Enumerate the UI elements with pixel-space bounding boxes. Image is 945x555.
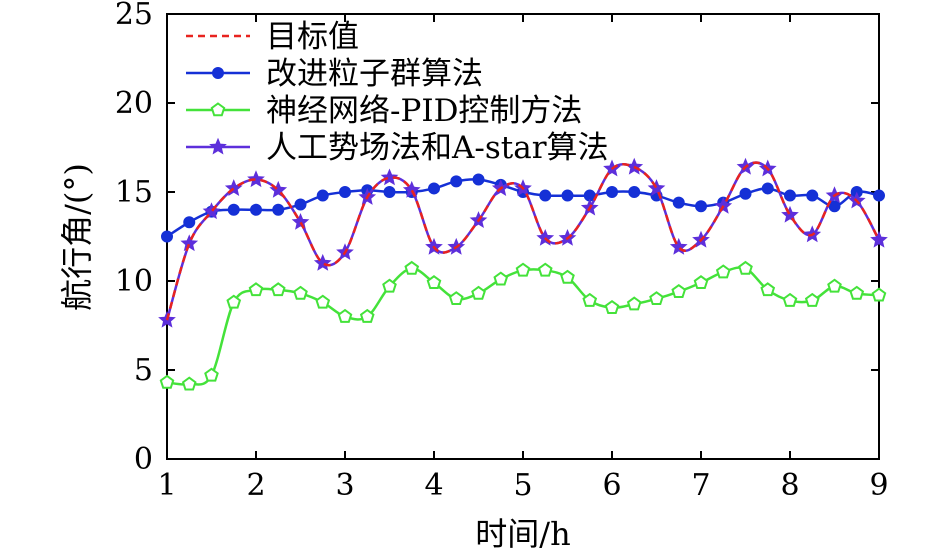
axis-ticks: 1 2 3 4 5 6 7 8 9 0 5 10 15 20 25 — [115, 0, 889, 503]
data-point — [471, 285, 486, 300]
data-point — [291, 212, 310, 230]
data-point — [760, 282, 776, 297]
data-point — [293, 285, 308, 300]
data-point — [693, 275, 709, 290]
data-point — [849, 285, 865, 300]
data-point — [761, 182, 774, 195]
data-point — [426, 275, 442, 290]
x-tick-label: 6 — [602, 468, 621, 503]
y-tick-label: 25 — [115, 0, 153, 32]
series-layer — [158, 157, 888, 391]
data-point — [402, 180, 421, 198]
y-tick-label: 20 — [115, 86, 153, 121]
legend-label: 目标值 — [266, 19, 359, 55]
y-tick-label: 5 — [134, 353, 153, 388]
x-tick-label: 9 — [869, 468, 888, 503]
x-tick-label: 8 — [780, 468, 799, 503]
data-point — [316, 189, 329, 202]
y-tick-label: 15 — [115, 175, 153, 210]
legend-label: 改进粒子群算法 — [266, 56, 483, 92]
data-point — [806, 189, 819, 202]
x-tick-label: 5 — [513, 468, 532, 503]
data-point — [560, 269, 575, 284]
data-point — [782, 292, 798, 307]
data-point — [472, 173, 485, 186]
series-0 — [165, 161, 881, 321]
data-point — [450, 175, 463, 188]
data-point — [180, 234, 199, 252]
series-2 — [159, 260, 887, 391]
x-tick-label: 3 — [335, 468, 354, 503]
data-point — [272, 203, 285, 216]
x-tick-label: 7 — [691, 468, 710, 503]
data-point — [715, 264, 731, 279]
data-point — [671, 283, 687, 298]
data-point — [582, 292, 598, 307]
y-tick-label: 0 — [134, 442, 153, 477]
data-point — [315, 294, 331, 309]
data-point — [404, 260, 420, 275]
data-point — [183, 216, 196, 229]
data-point — [247, 170, 265, 188]
data-point — [672, 196, 685, 209]
data-point — [294, 198, 307, 211]
data-point — [739, 187, 752, 200]
data-point — [604, 299, 620, 314]
legend-swatch-marker — [210, 102, 226, 117]
series-line — [166, 266, 880, 386]
data-point — [181, 376, 197, 391]
data-point — [539, 189, 552, 202]
data-point — [695, 200, 707, 213]
data-point — [226, 294, 242, 309]
series-3 — [158, 157, 888, 328]
data-point — [537, 262, 553, 277]
x-tick-label: 2 — [246, 468, 265, 503]
data-point — [380, 168, 399, 186]
data-point — [159, 374, 175, 389]
y-tick-label: 10 — [115, 264, 153, 299]
data-point — [649, 291, 664, 306]
legend-swatch-marker — [209, 137, 227, 155]
x-tick-label: 4 — [424, 468, 443, 503]
data-point — [428, 182, 440, 195]
data-point — [204, 367, 219, 382]
data-point — [804, 292, 820, 307]
data-point — [561, 189, 574, 202]
data-point — [827, 278, 842, 293]
y-axis-label: 航行角/(°) — [58, 163, 96, 311]
data-point — [382, 278, 397, 293]
legend-label: 神经网络-PID控制方法 — [266, 93, 582, 129]
data-point — [337, 308, 353, 323]
legend-label: 人工势场法和A-star算法 — [266, 130, 609, 166]
data-point — [161, 230, 173, 243]
x-axis-label: 时间/h — [475, 515, 570, 553]
legend-swatch-marker — [212, 67, 224, 79]
data-point — [626, 296, 642, 311]
data-point — [448, 291, 464, 306]
data-point — [515, 262, 531, 277]
data-point — [606, 186, 618, 198]
data-point — [781, 205, 799, 223]
x-tick-label: 1 — [157, 468, 176, 503]
data-point — [871, 287, 887, 302]
data-point — [359, 308, 375, 323]
data-point — [339, 186, 351, 198]
data-point — [227, 203, 240, 216]
data-point — [270, 282, 286, 297]
data-point — [248, 282, 264, 297]
data-point — [493, 271, 509, 286]
data-point — [250, 203, 262, 216]
data-point — [870, 230, 888, 248]
series-line — [165, 161, 881, 321]
data-point — [738, 260, 753, 275]
data-point — [784, 189, 796, 202]
data-point — [383, 186, 396, 198]
data-point — [628, 186, 641, 198]
data-point — [873, 189, 885, 202]
